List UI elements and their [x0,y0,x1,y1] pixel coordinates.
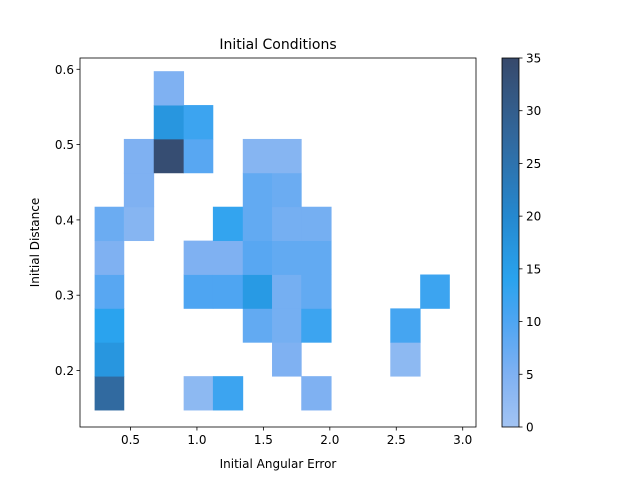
heatmap-cell [94,342,125,377]
colorbar-ticks: 0 5 10 15 20 25 30 35 [519,52,541,435]
x-axis-ticks: 0.5 1.0 1.5 2.0 2.5 3.0 [121,427,472,447]
heatmap-cell [123,138,155,174]
heatmap-cell [183,240,214,275]
heatmap-cell [94,240,125,275]
y-tick-label: 0.6 [55,63,74,77]
heatmap-cell [272,172,302,208]
y-tick-label: 0.4 [55,213,74,227]
colorbar-tick-label: 15 [526,262,541,276]
heatmap-cells [94,71,450,411]
colorbar-frame [501,57,520,428]
x-tick-label: 0.5 [121,433,140,447]
heatmap-cell [301,376,332,411]
heatmap-cell [123,206,155,242]
heatmap-cell [183,105,214,140]
heatmap-cell [242,206,273,242]
heatmap-cell [301,308,332,343]
heatmap-cell [272,308,302,343]
y-axis-ticks: 0.2 0.3 0.4 0.5 0.6 [55,63,80,378]
heatmap-cell [242,172,273,208]
heatmap-cell [242,274,273,309]
heatmap-cell [272,240,302,275]
heatmap-cell [242,138,273,174]
colorbar-tick-label: 30 [526,104,541,118]
chart-title: Initial Conditions [219,37,336,53]
heatmap-cell [242,240,273,275]
heatmap-cell [212,376,244,411]
colorbar-tick-label: 25 [526,157,541,171]
y-tick-label: 0.2 [55,364,74,378]
x-tick-label: 2.0 [320,433,339,447]
heatmap-cell [153,138,185,174]
heatmap-cell [212,274,244,309]
colorbar-tick-label: 10 [526,315,541,329]
heatmap-cell [272,206,302,242]
heatmap-cell [94,376,125,411]
x-tick-label: 3.0 [453,433,472,447]
heatmap-cell [301,274,332,309]
heatmap-cell [301,240,332,275]
heatmap-cell [390,342,421,377]
x-tick-label: 1.0 [187,433,206,447]
heatmap-cell [94,308,125,343]
heatmap-cell [153,71,185,106]
heatmap-cell [94,274,125,309]
heatmap-cell [272,342,302,377]
colorbar-tick-label: 0 [526,421,534,435]
heatmap-cell [390,308,421,343]
y-tick-label: 0.3 [55,289,74,303]
heatmap-cell [123,172,155,208]
heatmap-cell [272,274,302,309]
colorbar-tick-label: 5 [526,368,534,382]
colorbar-tick-label: 20 [526,210,541,224]
heatmap-cell [153,105,185,140]
plot-frame [79,57,477,428]
heatmap-cell [242,308,273,343]
x-tick-label: 1.5 [254,433,273,447]
colorbar [502,58,519,427]
heatmap-cell [94,206,125,242]
x-axis-label: Initial Angular Error [220,457,337,471]
heatmap-cell [420,274,450,309]
y-tick-label: 0.5 [55,138,74,152]
y-axis-label: Initial Distance [28,198,42,288]
heatmap-cell [212,206,244,242]
heatmap-cell [183,274,214,309]
heatmap-cell [212,240,244,275]
colorbar-tick-label: 35 [526,52,541,66]
heatmap-cell [272,138,302,174]
x-tick-label: 2.5 [387,433,406,447]
heatmap-cell [183,138,214,174]
heatmap-cell [301,206,332,242]
heatmap-cell [183,376,214,411]
